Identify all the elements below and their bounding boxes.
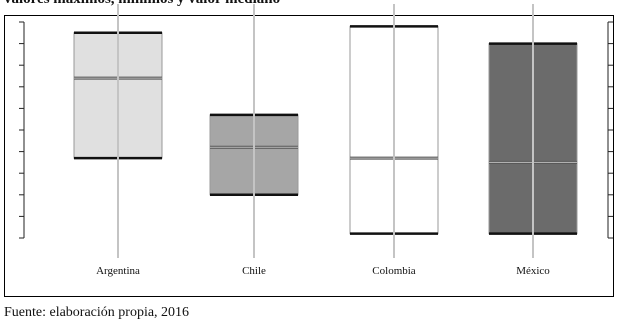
category-label-chile: Chile [242, 265, 266, 277]
category-label-mexico: México [516, 265, 550, 277]
category-label-colombia: Colombia [372, 265, 416, 277]
left-axis-ticks [19, 21, 25, 239]
category-label-argentina: Argentina [96, 265, 140, 277]
category-labels: Argentina Chile Colombia México [96, 265, 550, 277]
source-note: Fuente: elaboración propia, 2016 [4, 305, 190, 320]
chart-title: valores máximos, mínimos y valor mediano [4, 0, 280, 8]
boxplot-chart: Argentina Chile Colombia México [19, 4, 613, 277]
chart-frame [4, 15, 614, 297]
right-axis-ticks [607, 21, 613, 239]
boxes-layer [73, 4, 578, 258]
